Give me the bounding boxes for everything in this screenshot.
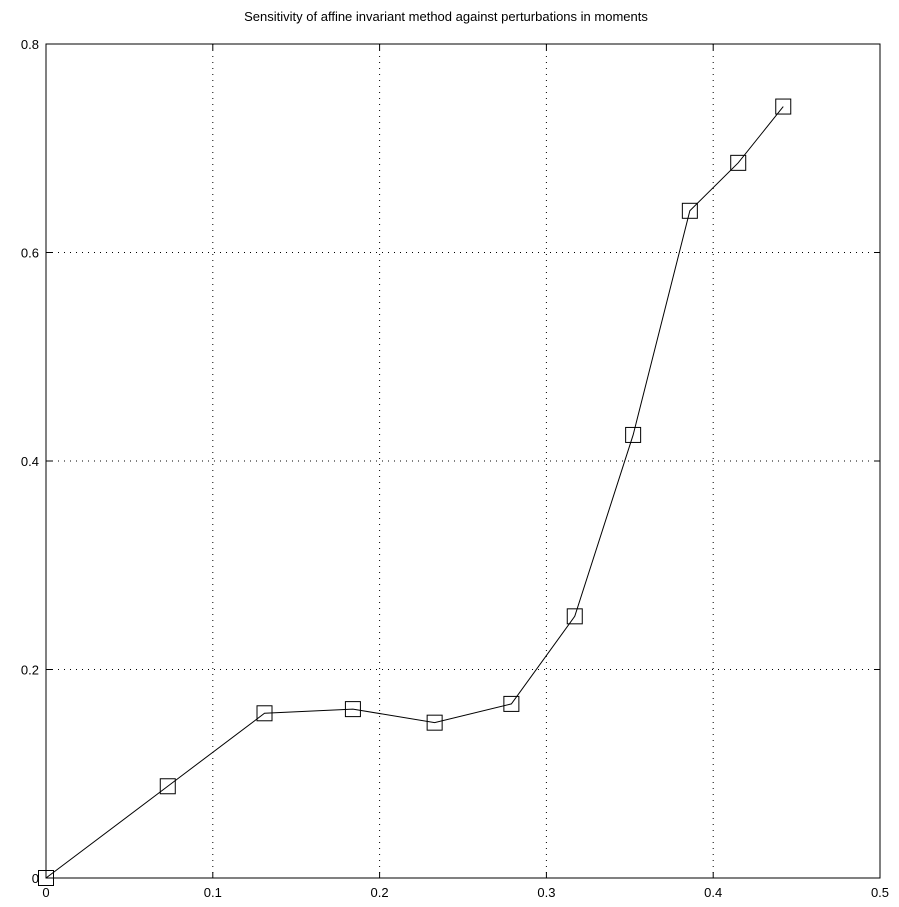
y-tick-label: 0.2 (21, 663, 39, 678)
data-point-marker (625, 426, 642, 443)
y-tick-label: 0.4 (21, 454, 39, 469)
data-point-marker (775, 98, 792, 115)
data-point-marker (426, 714, 443, 731)
data-point-marker (38, 870, 54, 886)
x-tick-label: 0.3 (537, 885, 555, 900)
y-tick-label: 0.8 (21, 37, 39, 52)
x-tick-label: 0 (42, 885, 49, 900)
data-point-marker (566, 608, 583, 625)
series (38, 98, 792, 886)
y-tick-label: 0.6 (21, 246, 39, 261)
tick-labels: 0 0.1 0.2 0.3 0.4 0.5 0 0.2 0.4 0.6 0.8 (21, 37, 889, 900)
y-tick-label: 0 (32, 871, 39, 886)
axis-ticks (45, 43, 881, 879)
x-tick-label: 0.4 (704, 885, 722, 900)
data-point-marker (256, 705, 273, 722)
data-point-marker (730, 154, 747, 171)
chart-title: Sensitivity of affine invariant method a… (244, 9, 648, 24)
data-point-marker (344, 701, 361, 718)
x-tick-label: 0.1 (204, 885, 222, 900)
data-point-marker (159, 778, 176, 795)
data-point-marker (681, 202, 698, 219)
data-point-marker (503, 695, 520, 712)
grid-lines (46, 44, 880, 878)
x-tick-label: 0.5 (871, 885, 889, 900)
series-line (45, 106, 784, 879)
x-tick-label: 0.2 (371, 885, 389, 900)
